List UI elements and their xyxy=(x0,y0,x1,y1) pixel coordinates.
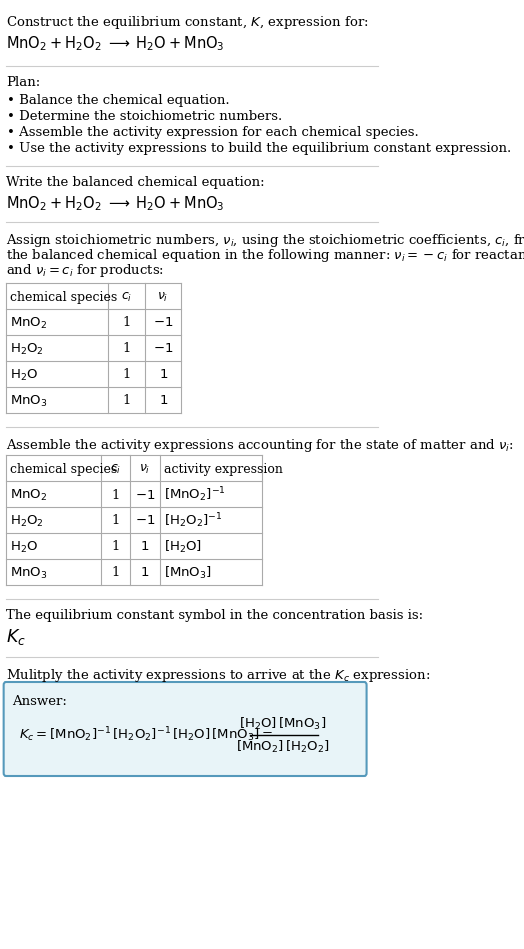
Text: 1: 1 xyxy=(112,514,120,528)
Text: $K_c = [\mathrm{MnO_2}]^{-1}\,[\mathrm{H_2O_2}]^{-1}\,[\mathrm{H_2O}]\,[\mathrm{: $K_c = [\mathrm{MnO_2}]^{-1}\,[\mathrm{H… xyxy=(19,726,273,744)
Text: $1$: $1$ xyxy=(140,541,149,553)
Text: 1: 1 xyxy=(123,368,131,381)
Text: $\mathrm{H_2O_2}$: $\mathrm{H_2O_2}$ xyxy=(10,342,44,357)
Text: $1$: $1$ xyxy=(140,567,149,580)
Text: $\mathrm{MnO_3}$: $\mathrm{MnO_3}$ xyxy=(10,394,48,409)
Text: • Use the activity expressions to build the equilibrium constant expression.: • Use the activity expressions to build … xyxy=(7,142,511,155)
Text: 1: 1 xyxy=(123,317,131,329)
Text: $-1$: $-1$ xyxy=(153,317,173,329)
Text: $\nu_i$: $\nu_i$ xyxy=(158,290,169,304)
Text: $[\mathrm{H_2O_2}]^{-1}$: $[\mathrm{H_2O_2}]^{-1}$ xyxy=(164,512,222,530)
Text: Assign stoichiometric numbers, $\nu_i$, using the stoichiometric coefficients, $: Assign stoichiometric numbers, $\nu_i$, … xyxy=(6,232,524,249)
Text: $\mathrm{MnO_2 + H_2O_2 \;\longrightarrow\; H_2O + MnO_3}$: $\mathrm{MnO_2 + H_2O_2 \;\longrightarro… xyxy=(6,194,224,213)
Text: Assemble the activity expressions accounting for the state of matter and $\nu_i$: Assemble the activity expressions accoun… xyxy=(6,437,514,454)
Text: $1$: $1$ xyxy=(159,368,168,381)
Text: $-1$: $-1$ xyxy=(153,343,173,356)
Text: Plan:: Plan: xyxy=(6,76,40,89)
Text: $\mathrm{H_2O}$: $\mathrm{H_2O}$ xyxy=(10,367,38,382)
Text: $\mathrm{MnO_2}$: $\mathrm{MnO_2}$ xyxy=(10,315,48,330)
FancyBboxPatch shape xyxy=(4,682,367,776)
Text: $\nu_i$: $\nu_i$ xyxy=(139,462,150,475)
Text: $c_i$: $c_i$ xyxy=(110,462,121,475)
Text: and $\nu_i = c_i$ for products:: and $\nu_i = c_i$ for products: xyxy=(6,262,164,279)
Text: Construct the equilibrium constant, $K$, expression for:: Construct the equilibrium constant, $K$,… xyxy=(6,14,368,31)
Text: $1$: $1$ xyxy=(159,395,168,407)
Text: • Determine the stoichiometric numbers.: • Determine the stoichiometric numbers. xyxy=(7,110,282,123)
Text: 1: 1 xyxy=(112,489,120,501)
Text: $[\mathrm{MnO_2}]\,[\mathrm{H_2O_2}]$: $[\mathrm{MnO_2}]\,[\mathrm{H_2O_2}]$ xyxy=(236,739,329,755)
Text: The equilibrium constant symbol in the concentration basis is:: The equilibrium constant symbol in the c… xyxy=(6,609,423,622)
Text: Mulitply the activity expressions to arrive at the $K_c$ expression:: Mulitply the activity expressions to arr… xyxy=(6,667,430,684)
Text: the balanced chemical equation in the following manner: $\nu_i = -c_i$ for react: the balanced chemical equation in the fo… xyxy=(6,247,524,264)
Text: $\mathrm{MnO_2 + H_2O_2 \;\longrightarrow\; H_2O + MnO_3}$: $\mathrm{MnO_2 + H_2O_2 \;\longrightarro… xyxy=(6,34,224,53)
Text: 1: 1 xyxy=(112,541,120,553)
Text: $[\mathrm{H_2O}]\,[\mathrm{MnO_3}]$: $[\mathrm{H_2O}]\,[\mathrm{MnO_3}]$ xyxy=(239,716,326,732)
Text: $[\mathrm{MnO_3}]$: $[\mathrm{MnO_3}]$ xyxy=(164,565,212,581)
Text: $\mathrm{H_2O}$: $\mathrm{H_2O}$ xyxy=(10,539,38,554)
Text: $K_c$: $K_c$ xyxy=(6,627,26,647)
Text: activity expression: activity expression xyxy=(164,462,283,475)
Text: $[\mathrm{MnO_2}]^{-1}$: $[\mathrm{MnO_2}]^{-1}$ xyxy=(164,486,226,504)
Text: Write the balanced chemical equation:: Write the balanced chemical equation: xyxy=(6,176,265,189)
Text: chemical species: chemical species xyxy=(10,290,117,304)
Text: Answer:: Answer: xyxy=(12,695,67,708)
Text: $-1$: $-1$ xyxy=(135,489,155,501)
Text: $\mathrm{MnO_2}$: $\mathrm{MnO_2}$ xyxy=(10,488,48,503)
Text: chemical species: chemical species xyxy=(10,462,117,475)
Text: $\mathrm{H_2O_2}$: $\mathrm{H_2O_2}$ xyxy=(10,513,44,529)
Text: $[\mathrm{H_2O}]$: $[\mathrm{H_2O}]$ xyxy=(164,539,202,555)
Text: $\mathrm{MnO_3}$: $\mathrm{MnO_3}$ xyxy=(10,566,48,581)
Text: • Balance the chemical equation.: • Balance the chemical equation. xyxy=(7,94,230,107)
Text: 1: 1 xyxy=(123,343,131,356)
Text: • Assemble the activity expression for each chemical species.: • Assemble the activity expression for e… xyxy=(7,126,419,139)
Text: $-1$: $-1$ xyxy=(135,514,155,528)
Text: 1: 1 xyxy=(123,395,131,407)
Text: $c_i$: $c_i$ xyxy=(121,290,132,304)
Text: 1: 1 xyxy=(112,567,120,580)
